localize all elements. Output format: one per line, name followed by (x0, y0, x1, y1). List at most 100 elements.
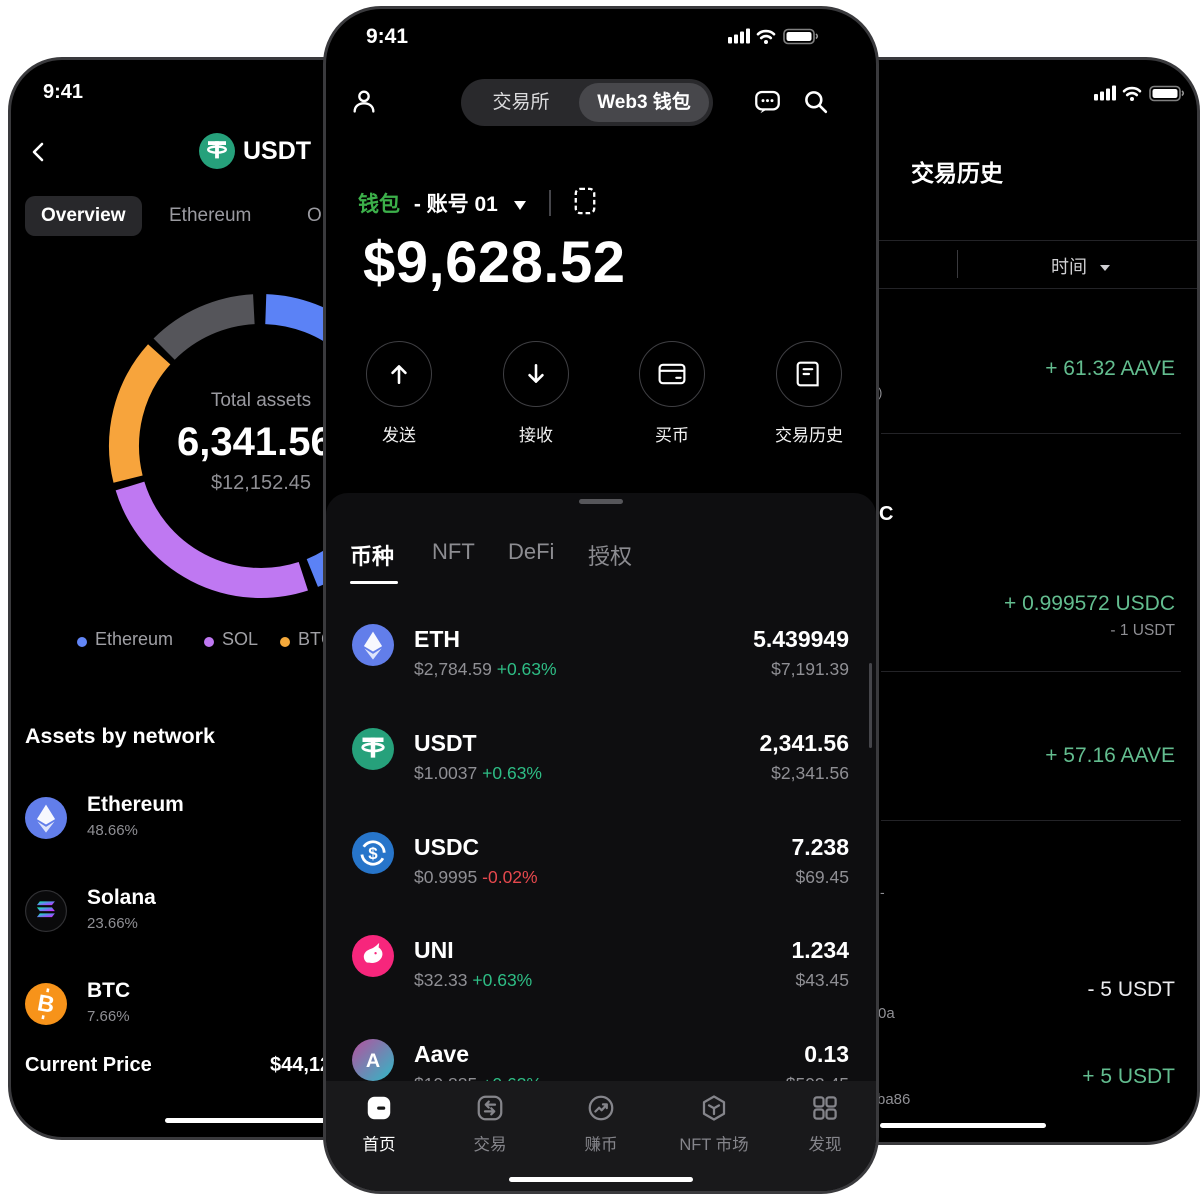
tether-icon (199, 133, 235, 169)
home-indicator (165, 1118, 405, 1123)
tab-ethereum[interactable]: Ethereum (169, 205, 252, 226)
signal-icon (728, 28, 750, 44)
nft-market-icon (702, 1095, 726, 1121)
filter-time-dropdown[interactable]: 时间 (1051, 253, 1111, 279)
status-icons (1094, 85, 1185, 102)
battery-icon (1149, 85, 1185, 102)
page-title: 交易历史 (911, 160, 1003, 186)
section-title-assets-by-network: Assets by network (25, 724, 215, 748)
bottom-nav: 首页 交易 赚币 (326, 1081, 876, 1191)
page-title: USDT (243, 137, 312, 165)
tx-address-fragment: ba86 (877, 1091, 911, 1108)
status-icons (728, 28, 819, 45)
search-icon[interactable] (802, 88, 829, 115)
chat-icon[interactable] (754, 88, 781, 115)
nav-discover[interactable]: 发现 (775, 1081, 875, 1191)
network-row-btc[interactable]: B BTC 7.66% (25, 979, 325, 1043)
change-pct: +0.63% (496, 659, 557, 679)
arrow-up-icon (391, 365, 407, 385)
tx-amount[interactable]: + 57.16 AAVE (1045, 744, 1175, 767)
tx-title-fragment: C (879, 503, 894, 525)
legend-dot-ethereum (77, 637, 87, 647)
chevron-down-icon (513, 200, 526, 210)
receipt-icon (796, 361, 819, 387)
change-pct: -0.02% (482, 867, 538, 887)
scrollbar[interactable] (868, 663, 872, 748)
tab-coins[interactable]: 币种 (350, 544, 395, 569)
token-row-uni[interactable]: UNI $32.33 +0.63% 1.234 $43.45 (326, 926, 876, 1030)
trade-icon (477, 1095, 503, 1121)
tx-amount[interactable]: + 61.32 AAVE (1045, 357, 1175, 380)
receive-label: 接收 (519, 426, 553, 445)
token-row-usdc[interactable]: $ USDC $0.9995 -0.02% 7.238 $69.45 (326, 823, 876, 927)
chevron-down-icon (1100, 265, 1111, 272)
card-icon (658, 363, 686, 385)
send-label: 发送 (382, 426, 416, 445)
tab-partial[interactable]: O (307, 205, 322, 226)
status-time: 9:41 (366, 25, 409, 48)
tx-amount[interactable]: + 0.999572 USDC (1003, 592, 1175, 615)
home-indicator (509, 1177, 693, 1182)
tab-approvals[interactable]: 授权 (588, 544, 633, 569)
back-icon[interactable] (27, 140, 51, 164)
eth-icon (352, 624, 394, 666)
network-row-solana[interactable]: Solana 23.66% (25, 886, 325, 950)
total-balance: $9,628.52 (363, 230, 626, 295)
donut-center-value: 6,341.56 (177, 420, 333, 464)
receive-button[interactable] (503, 341, 569, 407)
active-tab-underline (350, 581, 398, 584)
earn-icon (588, 1095, 614, 1121)
tx-amount[interactable]: + 5 USDT (1082, 1065, 1175, 1088)
legend-label-sol: SOL (222, 629, 259, 649)
tx-fragment: - (880, 884, 885, 900)
nav-trade[interactable]: 交易 (440, 1081, 540, 1191)
tx-sub-amount: - 1 USDT (1110, 622, 1175, 639)
segmented-control: 交易所 Web3 钱包 (461, 79, 713, 126)
wallet-label: 钱包 (358, 193, 400, 216)
segment-exchange[interactable]: 交易所 (492, 92, 550, 113)
wifi-icon (756, 29, 776, 44)
assets-sheet: 币种 NFT DeFi 授权 ETH $2,784.59 +0.63% 5.43… (326, 493, 876, 1191)
current-price-label: Current Price (25, 1054, 152, 1076)
phone-wallet-home: 9:41 交易所 Web3 钱包 (323, 6, 879, 1194)
aave-icon: A (352, 1039, 394, 1081)
home-icon (367, 1096, 391, 1120)
donut-center-usd: $12,152.45 (210, 472, 312, 494)
current-price-value: $44,12 (270, 1054, 332, 1076)
change-pct: +0.63% (472, 970, 533, 990)
usdt-icon (352, 728, 394, 770)
wallet-account-selector[interactable]: 钱包 - 账号 01 (358, 188, 526, 218)
tab-overview[interactable]: Overview (25, 196, 142, 236)
ethereum-icon (25, 797, 67, 839)
nav-home[interactable]: 首页 (329, 1081, 429, 1191)
profile-icon[interactable] (350, 87, 378, 115)
nav-earn[interactable]: 赚币 (551, 1081, 651, 1191)
token-row-usdt[interactable]: USDT $1.0037 +0.63% 2,341.56 $2,341.56 (326, 719, 876, 823)
scan-icon[interactable] (572, 186, 598, 216)
wallet-row-divider (549, 190, 551, 216)
tx-fragment: ) (878, 385, 883, 400)
send-button[interactable] (366, 341, 432, 407)
tx-amount[interactable]: - 5 USDT (1087, 978, 1175, 1001)
history-button[interactable] (776, 341, 842, 407)
tab-nft[interactable]: NFT (432, 539, 475, 564)
tab-defi[interactable]: DeFi (508, 539, 555, 564)
signal-icon (1094, 85, 1116, 101)
network-row-ethereum[interactable]: Ethereum 48.66% (25, 793, 325, 857)
change-pct: +0.63% (482, 763, 542, 783)
segment-web3-wallet[interactable]: Web3 钱包 (579, 83, 709, 122)
status-time: 9:41 (43, 81, 84, 103)
nav-nft-market[interactable]: NFT 市场 (664, 1081, 764, 1191)
buy-crypto-button[interactable] (639, 341, 705, 407)
discover-icon (813, 1096, 837, 1120)
drag-handle[interactable] (579, 499, 623, 504)
wifi-icon (1122, 86, 1142, 101)
btc-icon: B (25, 983, 67, 1025)
buy-label: 买币 (655, 426, 689, 445)
donut-center-label: Total assets (210, 390, 312, 411)
account-label: - 账号 01 (413, 193, 498, 216)
token-row-eth[interactable]: ETH $2,784.59 +0.63% 5.439949 $7,191.39 (326, 615, 876, 719)
history-label: 交易历史 (775, 426, 843, 445)
svg-text:A: A (366, 1050, 380, 1072)
battery-icon (783, 28, 819, 45)
